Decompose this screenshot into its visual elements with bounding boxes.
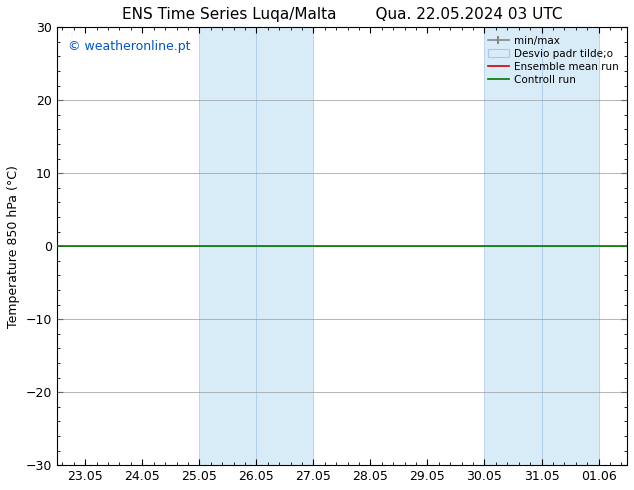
- Bar: [484, 27, 541, 465]
- Y-axis label: Temperature 850 hPa (°C): Temperature 850 hPa (°C): [7, 165, 20, 328]
- Bar: [199, 27, 256, 465]
- Title: ENS Time Series Luqa/Malta        Qua. 22.05.2024 03 UTC: ENS Time Series Luqa/Malta Qua. 22.05.20…: [122, 7, 562, 22]
- Legend: min/max, Desvio padr tilde;o, Ensemble mean run, Controll run: min/max, Desvio padr tilde;o, Ensemble m…: [485, 32, 622, 88]
- Text: © weatheronline.pt: © weatheronline.pt: [68, 40, 191, 53]
- Bar: [541, 27, 598, 465]
- Bar: [256, 27, 313, 465]
